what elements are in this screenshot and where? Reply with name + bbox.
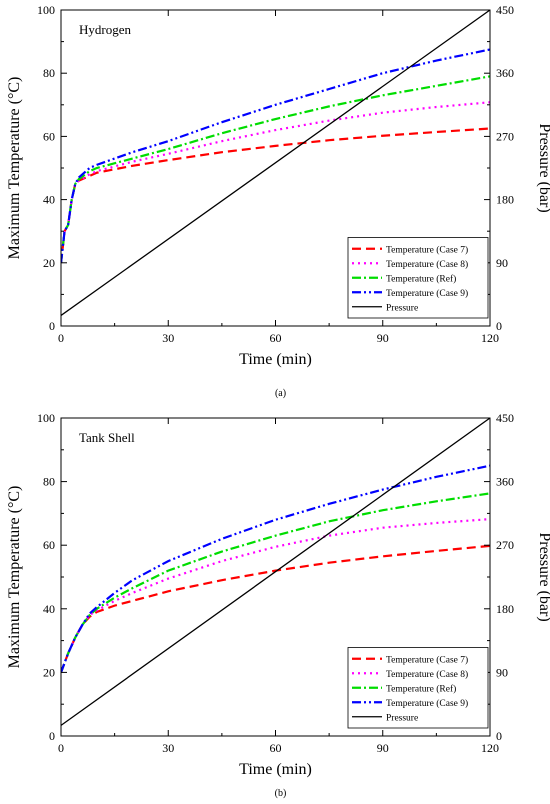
y-axis-title: Maximum Temperature (°C) (6, 486, 23, 669)
panel-caption: (b) (275, 788, 287, 799)
y-tick-label: 60 (43, 129, 55, 143)
x-tick-label: 90 (377, 331, 389, 345)
legend: Temperature (Case 7) Temperature (Case 8)… (347, 647, 489, 729)
series-line-0 (61, 127, 490, 263)
y2-tick-label: 450 (496, 3, 514, 17)
panel-title: Tank Shell (79, 430, 135, 445)
y-tick-label: 0 (49, 729, 55, 743)
y-tick-label: 100 (37, 411, 55, 425)
x-axis-title: Time (min) (239, 761, 312, 778)
legend-label: Temperature (Case 7) (386, 244, 468, 255)
y2-tick-label: 270 (496, 538, 514, 552)
legend: Temperature (Case 7) Temperature (Case 8)… (347, 237, 489, 319)
y2-tick-label: 180 (496, 602, 514, 616)
y-tick-label: 60 (43, 538, 55, 552)
y2-tick-label: 90 (496, 665, 508, 679)
x-tick-label: 120 (481, 741, 499, 755)
y-tick-label: 20 (43, 665, 55, 679)
series-line-1 (61, 518, 490, 673)
legend-label: Temperature (Case 7) (386, 654, 468, 665)
x-tick-label: 30 (162, 331, 174, 345)
series-line-3 (61, 48, 490, 263)
legend-label: Pressure (386, 713, 418, 723)
legend-label: Temperature (Case 8) (386, 669, 468, 680)
x-tick-label: 30 (162, 741, 174, 755)
series-line-2 (61, 492, 490, 673)
y2-tick-label: 270 (496, 129, 514, 143)
legend-label: Temperature (Case 8) (386, 259, 468, 270)
y-tick-label: 0 (49, 319, 55, 333)
plot-area (61, 418, 490, 726)
y2-axis-title: Pressure (bar) (536, 123, 550, 212)
legend-label: Temperature (Case 9) (386, 698, 468, 709)
x-axis-title: Time (min) (239, 351, 312, 368)
x-tick-label: 0 (58, 331, 64, 345)
legend-label: Temperature (Case 9) (386, 288, 468, 299)
legend-label: Temperature (Ref) (386, 683, 456, 694)
y-axis-title: Maximum Temperature (°C) (6, 77, 23, 260)
plot-area (61, 10, 490, 316)
y2-tick-label: 90 (496, 256, 508, 270)
y-tick-label: 40 (43, 602, 55, 616)
y-tick-label: 40 (43, 193, 55, 207)
x-tick-label: 0 (58, 741, 64, 755)
series-line-3 (61, 464, 490, 673)
y-tick-label: 100 (37, 3, 55, 17)
y2-tick-label: 180 (496, 193, 514, 207)
y2-tick-label: 360 (496, 66, 514, 80)
panel-title: Hydrogen (79, 22, 131, 37)
x-tick-label: 90 (377, 741, 389, 755)
y2-tick-label: 360 (496, 475, 514, 489)
y-tick-label: 80 (43, 66, 55, 80)
y2-tick-label: 0 (496, 319, 502, 333)
y2-tick-label: 0 (496, 729, 502, 743)
y-tick-label: 20 (43, 256, 55, 270)
chart-panel-1: 0 30 60 90 120020406080100090180270360450Tim… (6, 411, 550, 799)
chart-panel-0: 0 30 60 90 120020406080100090180270360450Tim… (6, 3, 550, 399)
x-tick-label: 120 (481, 331, 499, 345)
series-line-4 (61, 418, 490, 726)
legend-label: Pressure (386, 303, 418, 313)
y2-tick-label: 450 (496, 411, 514, 425)
panel-caption: (a) (275, 388, 286, 399)
series-line-4 (61, 10, 490, 316)
x-tick-label: 60 (270, 331, 282, 345)
x-tick-label: 60 (270, 741, 282, 755)
y-tick-label: 80 (43, 475, 55, 489)
y2-axis-title: Pressure (bar) (536, 532, 550, 621)
legend-label: Temperature (Ref) (386, 273, 456, 284)
